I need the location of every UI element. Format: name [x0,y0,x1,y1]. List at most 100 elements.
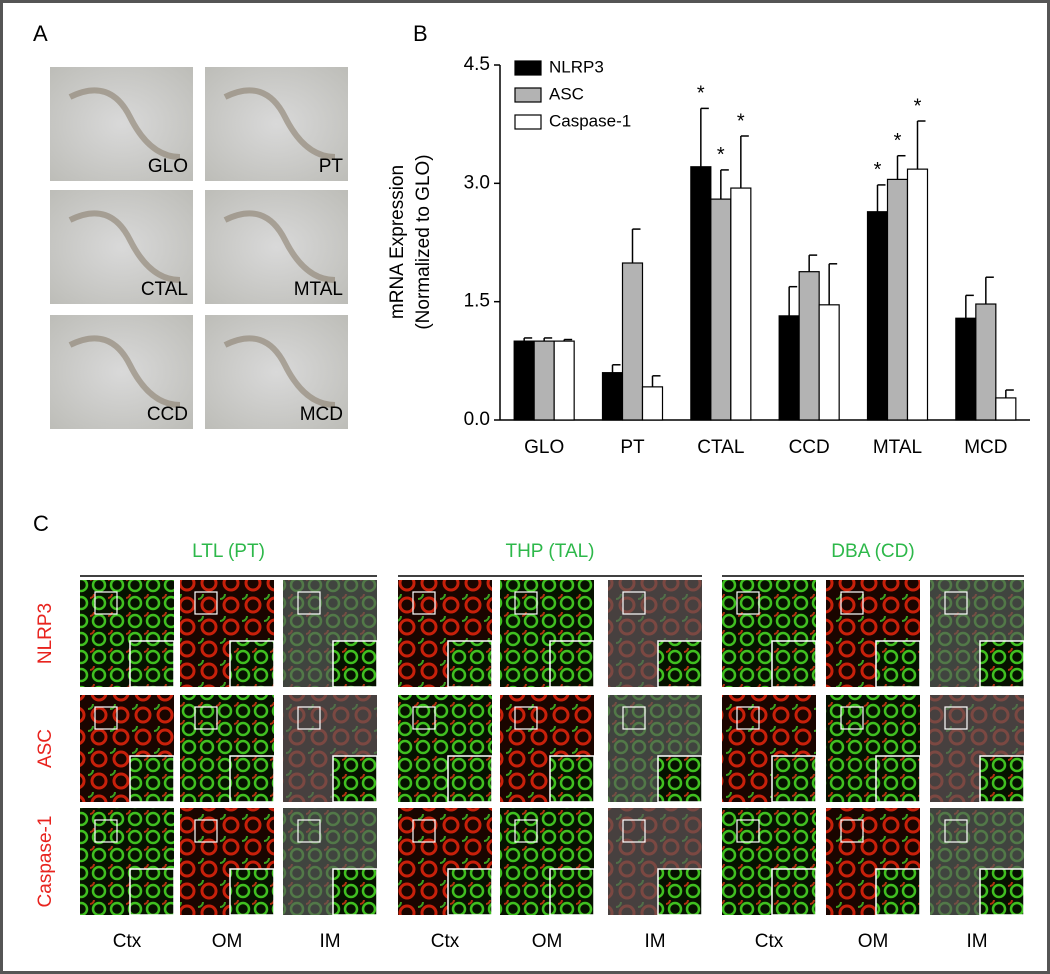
x-tick-label: CTAL [697,437,744,458]
bar [730,187,752,421]
inset [657,640,703,688]
image-label: MCD [300,404,343,425]
roi-box [840,591,864,615]
panel-label: B [413,21,428,46]
micrograph [205,315,348,429]
image-label: GLO [148,156,188,177]
bar [866,211,889,421]
panel-label: C [33,511,49,536]
inset [549,868,595,916]
panel-label: A [33,21,48,46]
roi-box [194,706,218,730]
roi-box [514,706,538,730]
roi-box [840,819,864,843]
roi-box [622,591,646,615]
tubule [68,210,181,283]
tubule [68,335,181,408]
inset [549,755,595,803]
image-label: PT [319,156,344,177]
row-label: ASC [35,729,56,768]
inset [229,640,275,688]
inset [875,755,921,803]
bar [778,315,800,421]
roi-box [736,706,760,730]
significance-mark: * [874,159,882,181]
column-label: IM [319,931,340,952]
inset [332,640,378,688]
group-title: LTL (PT) [192,541,265,562]
inset [229,868,275,916]
y-tick-label: 4.5 [464,54,490,75]
bar [690,166,712,421]
inset [129,755,175,803]
y-tick-label: 1.5 [464,291,490,312]
legend-swatch [514,87,542,103]
column-label: Ctx [431,931,460,952]
bar [641,386,664,421]
inset [129,868,175,916]
tubule [223,87,336,160]
inset [657,755,703,803]
inset [771,640,817,688]
inset [875,640,921,688]
image-label: CCD [147,404,188,425]
column-label: IM [644,931,665,952]
column-label: OM [212,931,243,952]
y-axis-label: mRNA Expression [387,165,408,319]
x-tick-label: MCD [964,437,1007,458]
roi-box [840,706,864,730]
roi-box [412,819,436,843]
column-label: Ctx [755,931,784,952]
image-label: CTAL [141,279,188,300]
legend-label: ASC [549,84,584,103]
inset [332,755,378,803]
legend-label: Caspase-1 [549,111,631,130]
row-label: NLRP3 [35,603,56,664]
roi-box [622,819,646,843]
roi-box [412,591,436,615]
significance-mark: * [914,95,922,117]
inset [979,755,1025,803]
x-tick-label: MTAL [873,437,922,458]
micrograph [205,67,348,181]
roi-box [736,819,760,843]
y-axis-label: (Normalized to GLO) [413,154,434,329]
bar [798,271,820,421]
legend-label: NLRP3 [549,57,604,76]
inset [657,868,703,916]
column-label: OM [532,931,563,952]
significance-mark: * [737,110,745,132]
bar [975,303,997,421]
bar [995,397,1017,421]
x-tick-label: GLO [524,437,564,458]
roi-box [94,591,118,615]
inset [549,640,595,688]
inset [229,755,275,803]
bar [621,262,644,421]
roi-box [297,591,321,615]
tubule [223,335,336,408]
roi-box [194,819,218,843]
inset [771,868,817,916]
micrograph [50,190,193,304]
bar [513,340,535,421]
legend-swatch [514,60,542,76]
y-tick-label: 3.0 [464,172,490,193]
legend-swatch [514,114,542,130]
roi-box [944,819,968,843]
bar [601,372,624,421]
significance-mark: * [894,130,902,152]
column-label: Ctx [113,931,142,952]
roi-box [514,819,538,843]
inset [771,755,817,803]
significance-mark: * [697,83,705,105]
roi-box [514,591,538,615]
image-label: MTAL [294,279,343,300]
tubule [68,87,181,160]
inset [447,868,493,916]
roi-box [297,706,321,730]
group-title: DBA (CD) [831,541,914,562]
y-tick-label: 0.0 [464,409,490,430]
significance-mark: * [717,144,725,166]
bar [818,304,840,421]
